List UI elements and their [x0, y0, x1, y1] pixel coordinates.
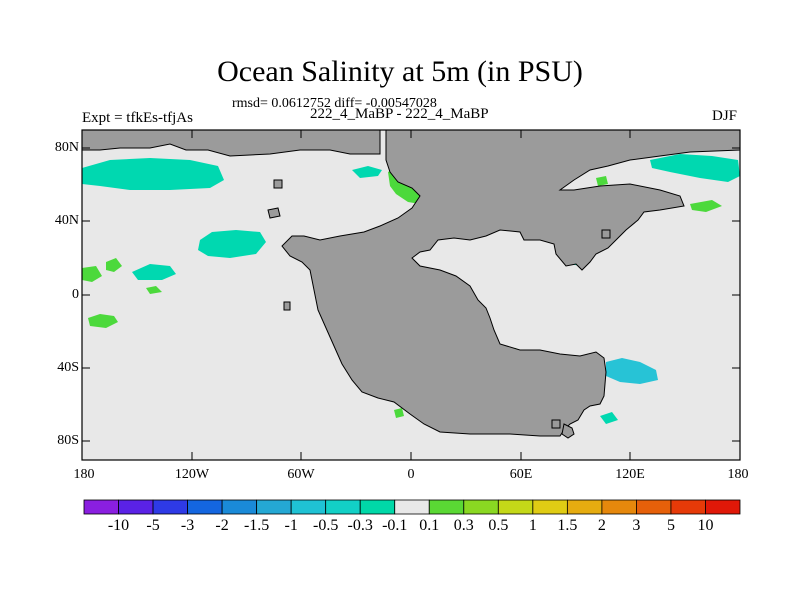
colorbar-box — [497, 499, 534, 515]
colorbar-box — [428, 499, 465, 515]
colorbar-label: -10 — [107, 517, 130, 534]
season-label: DJF — [712, 108, 738, 124]
colorbar — [83, 499, 741, 515]
colorbar-label: -1.5 — [243, 517, 270, 534]
land-main-continent — [281, 129, 741, 437]
colorbar-box — [83, 499, 119, 515]
anomaly-patch-arctic-east-2 — [596, 176, 608, 186]
anomaly-patch-arctic-east — [650, 154, 740, 182]
anomaly-patch-indian-east — [606, 358, 658, 384]
land-island-small-2 — [283, 301, 291, 311]
colorbar-box — [566, 499, 603, 515]
colorbar-box — [187, 499, 223, 515]
colorbar-box — [670, 499, 706, 515]
colorbar-box — [325, 499, 361, 515]
colorbar-box — [636, 499, 672, 515]
anomaly-patch-pacific-ne — [690, 200, 722, 212]
colorbar-label: 0.1 — [419, 517, 440, 534]
axis-ticks — [82, 130, 740, 460]
colorbar-box — [152, 499, 188, 515]
colorbar-label: 3 — [632, 517, 641, 534]
colorbar-label: 2 — [597, 517, 606, 534]
chart-title: Ocean Salinity at 5m (in PSU) — [217, 55, 583, 88]
colorbar-box — [221, 499, 258, 515]
y-tick-label-80s: 80S — [57, 433, 79, 448]
land-island-small-1 — [273, 179, 283, 189]
anomaly-patch-south-indian — [600, 412, 618, 424]
colorbar-label: -0.5 — [313, 517, 339, 534]
colorbar-box — [532, 499, 568, 515]
y-tick-label-0: 0 — [72, 287, 79, 302]
y-tick-label-40n: 40N — [54, 213, 79, 228]
colorbar-label: 10 — [697, 517, 714, 534]
colorbar-box — [394, 499, 430, 515]
colorbar-box — [118, 499, 154, 515]
colorbar-label: 5 — [666, 517, 675, 534]
land-arctic-west — [81, 129, 381, 157]
run-comparison-label: 222_4_MaBP - 222_4_MaBP — [310, 106, 489, 122]
colorbar-label: 0.5 — [488, 517, 509, 534]
colorbar-box — [359, 499, 396, 515]
anomaly-patch-eq-pacific — [132, 264, 176, 280]
land-indian-subcontinent — [561, 423, 575, 439]
colorbar-label: 1.5 — [557, 517, 578, 534]
x-tick-label-60w: 60W — [287, 467, 315, 482]
x-tick-label-120e: 120E — [615, 467, 645, 482]
land — [81, 129, 741, 439]
colorbar-label: 1 — [528, 517, 537, 534]
land-island-east — [601, 229, 611, 239]
x-tick-label-120w: 120W — [174, 467, 210, 482]
colorbar-box — [256, 499, 292, 515]
anomaly-patch-pacific-tropic — [198, 230, 266, 258]
anomaly-patch-west-small — [106, 258, 122, 272]
colorbar-label: -0.3 — [347, 517, 373, 534]
x-tick-label-60e: 60E — [509, 467, 533, 482]
land-island-south — [551, 419, 561, 429]
colorbar-box — [705, 499, 741, 515]
colorbar-label: -2 — [215, 517, 229, 534]
y-tick-label-40s: 40S — [57, 360, 79, 375]
anomaly-patch-south-pacific — [88, 314, 118, 328]
y-tick-label-80n: 80N — [54, 140, 79, 155]
colorbar-box — [601, 499, 637, 515]
colorbar-label: -1 — [284, 517, 298, 534]
anomaly-patch-north-pacific — [82, 158, 224, 190]
land-island-west — [267, 207, 281, 219]
colorbar-box — [463, 499, 499, 515]
anomaly-patch-south-pacific-2 — [146, 286, 162, 294]
x-tick-label-180e: 180 — [727, 467, 749, 482]
colorbar-label: -0.1 — [382, 517, 408, 534]
rmsd-diff-subtitle: rmsd= 0.0612752 diff= -0.00547028 — [232, 96, 437, 111]
anomaly-patch-greenland-sea — [352, 166, 382, 178]
experiment-label: Expt = tfkEs-tfjAs — [82, 110, 193, 126]
x-tick-label-180w: 180 — [73, 467, 95, 482]
colorbar-label: -3 — [180, 517, 195, 534]
anomaly-patch-west-edge — [82, 266, 102, 282]
colorbar-label: -5 — [146, 517, 160, 534]
x-tick-label-0: 0 — [407, 467, 415, 482]
colorbar-label: 0.3 — [453, 517, 474, 534]
anomaly-patch-south-atlantic — [394, 408, 404, 418]
colorbar-box — [290, 499, 327, 515]
